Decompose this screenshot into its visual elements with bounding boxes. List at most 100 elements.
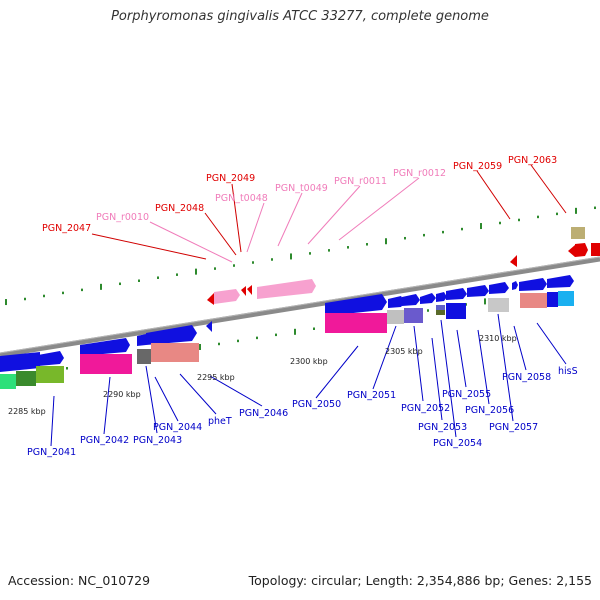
gene-pgn-r0011[interactable] [257, 279, 316, 299]
callout-pgn-2058 [513, 325, 527, 371]
lower-strand-genes [0, 291, 574, 389]
gene-pgn-2051[interactable] [387, 310, 404, 324]
callout-pgn-2048 [204, 212, 237, 256]
callout-pgn-2051 [372, 325, 397, 390]
label-pgn-2049[interactable]: PGN_2049 [206, 173, 255, 184]
gene-upper-a[interactable] [14, 357, 33, 370]
gene-pgn-t0048[interactable] [241, 286, 246, 296]
genome-backbone [0, 256, 600, 358]
label-pgn-2044[interactable]: PGN_2044 [153, 422, 202, 433]
gene-pgn-2042-upper[interactable] [80, 338, 130, 356]
gene-upper-e[interactable] [547, 275, 574, 288]
callout-pgn-2054 [440, 319, 457, 438]
label-pgn-r0010[interactable]: PGN_r0010 [96, 212, 149, 223]
label-pgn-2058[interactable]: PGN_2058 [502, 372, 551, 383]
label-pgn-2046[interactable]: PGN_2046 [239, 408, 288, 419]
gene-pgn-2056-upper[interactable] [446, 288, 467, 300]
gene-green-2[interactable] [16, 371, 36, 386]
label-pgn-2063[interactable]: PGN_2063 [508, 155, 557, 166]
gene-pgn-2042[interactable] [80, 354, 132, 374]
callout-pgn-2046 [209, 375, 263, 407]
callout-pgn-t0048 [246, 202, 265, 253]
gene-pgn-r0010[interactable] [214, 289, 240, 304]
gene-pgn-2050[interactable] [325, 313, 387, 333]
gene-pgn-2055-upper[interactable] [436, 292, 447, 302]
label-pgn-2047[interactable]: PGN_2047 [42, 223, 91, 234]
callout-pgn-2043 [145, 365, 158, 434]
gene-pgn-2053-upper[interactable] [402, 294, 420, 306]
label-pgn-2043[interactable]: PGN_2043 [133, 435, 182, 446]
callout-pgn-2044 [154, 376, 179, 422]
genome-title: Porphyromonas gingivalis ATCC 33277, com… [111, 9, 489, 24]
callout-pgn-2056 [477, 329, 490, 405]
gene-pgn-2043[interactable] [137, 349, 151, 364]
gene-pgn-2059-red[interactable] [510, 255, 517, 267]
gene-pgn-2063-red-a[interactable] [568, 245, 575, 257]
scale-label-2300: 2300 kbp [290, 357, 328, 366]
gene-pgn-2063-red-c[interactable] [591, 243, 600, 256]
callout-pgn-r0011 [307, 185, 361, 245]
label-pgn-2057[interactable]: PGN_2057 [489, 422, 538, 433]
label-pgn-2053[interactable]: PGN_2053 [418, 422, 467, 433]
callout-pgn-2063 [530, 164, 567, 214]
callout-pgn-2052 [413, 325, 424, 402]
gene-pgn-2063-red-b[interactable] [575, 243, 588, 257]
label-pgn-2056[interactable]: PGN_2056 [465, 405, 514, 416]
scale-label-2305: 2305 kbp [385, 347, 423, 356]
label-pgn-2050[interactable]: PGN_2050 [292, 399, 341, 410]
label-pgn-2041[interactable]: PGN_2041 [27, 447, 76, 458]
callout-pgn-2041 [50, 395, 55, 447]
gene-pgn-2044-upper[interactable] [146, 325, 197, 345]
gene-pgn-2063-olive[interactable] [571, 227, 585, 239]
label-pgn-t0048[interactable]: PGN_t0048 [215, 193, 268, 204]
callout-phet [179, 373, 217, 415]
label-hiss[interactable]: hisS [558, 366, 578, 377]
gene-green-1[interactable] [0, 374, 16, 389]
gene-pgn-2054-upper[interactable] [420, 293, 436, 304]
callout-pgn-2059 [476, 170, 511, 220]
scale-label-2290: 2290 kbp [103, 390, 141, 399]
gene-pgn-2058[interactable] [547, 292, 558, 307]
callout-pgn-2057 [497, 313, 514, 422]
callout-pgn-2047 [91, 233, 207, 260]
gene-pgn-2052[interactable] [404, 308, 423, 323]
gene-hiss-upper[interactable] [519, 278, 547, 291]
label-phet[interactable]: pheT [208, 416, 232, 427]
gene-pgn-t0049[interactable] [247, 285, 252, 295]
gene-pgn-2054[interactable] [436, 305, 445, 310]
label-pgn-2051[interactable]: PGN_2051 [347, 390, 396, 401]
label-pgn-2055[interactable]: PGN_2055 [442, 389, 491, 400]
label-pgn-2054[interactable]: PGN_2054 [433, 438, 482, 449]
gene-upper-d[interactable] [512, 281, 518, 290]
scale-label-2285: 2285 kbp [8, 407, 46, 416]
gene-hiss[interactable] [558, 291, 574, 306]
label-pgn-r0012[interactable]: PGN_r0012 [393, 168, 446, 179]
callout-lines [50, 164, 567, 447]
label-pgn-2052[interactable]: PGN_2052 [401, 403, 450, 414]
genome-backbone-highlight [0, 256, 600, 354]
gene-phet-upper[interactable] [206, 321, 212, 332]
gene-pgn-2057-upper[interactable] [467, 285, 489, 297]
callout-pgn-2049 [231, 183, 242, 253]
accession-label: Accession: NC_010729 [8, 573, 151, 588]
gene-pgn-2056[interactable] [488, 298, 509, 312]
gene-upper-b[interactable] [38, 351, 64, 366]
callout-pgn-2053 [431, 337, 443, 421]
scale-label-2295: 2295 kbp [197, 373, 235, 382]
genome-stats: Topology: circular; Length: 2,354,886 bp… [248, 573, 592, 588]
gene-pgn-2052-upper[interactable] [388, 296, 405, 308]
gene-pgn-2049-red[interactable] [207, 293, 214, 305]
label-pgn-2048[interactable]: PGN_2048 [155, 203, 204, 214]
gene-pgn-2055[interactable] [446, 303, 466, 319]
label-pgn-t0049[interactable]: PGN_t0049 [275, 183, 328, 194]
gene-pgn-2044[interactable] [151, 343, 199, 362]
label-pgn-r0011[interactable]: PGN_r0011 [334, 176, 387, 187]
label-pgn-2042[interactable]: PGN_2042 [80, 435, 129, 446]
callout-pgn-r0010 [149, 221, 233, 263]
gene-pgn-2057[interactable] [520, 293, 547, 308]
label-pgn-2059[interactable]: PGN_2059 [453, 161, 502, 172]
gene-pgn-2058-upper[interactable] [489, 282, 509, 294]
gene-green-3[interactable] [36, 366, 64, 383]
gene-pgn-2050-upper[interactable] [325, 294, 387, 316]
